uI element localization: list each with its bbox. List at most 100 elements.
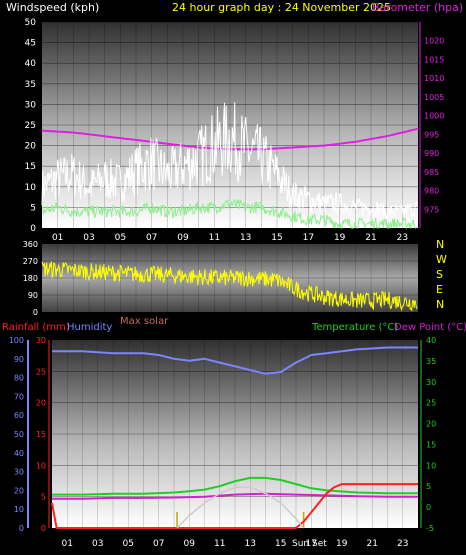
humidity-tick-label: 100 [9, 336, 24, 345]
wind-gust-line [41, 102, 418, 221]
hour-tick-label: 13 [245, 539, 256, 549]
hour-tick-label: 11 [209, 233, 220, 243]
temperature-tick-label: 25 [426, 399, 436, 408]
hour-tick-label: 19 [334, 233, 346, 243]
solar-line [176, 486, 305, 529]
barometer-tick-label: 1000 [424, 112, 444, 121]
humidity-tick-label: 10 [14, 505, 24, 514]
hour-tick-label: 01 [52, 233, 63, 243]
humidity-tick-label: 90 [14, 355, 24, 364]
direction-tick-label: 180 [23, 274, 38, 283]
hour-tick-label: 17 [306, 539, 317, 549]
temperature-tick-label: 0 [426, 503, 431, 512]
hour-tick-label: 09 [184, 539, 196, 549]
direction-tick-label: 90 [28, 291, 38, 300]
humidity-line [52, 346, 418, 375]
wind-direction-line [41, 261, 418, 312]
rainfall-tick-label: 25 [36, 367, 46, 376]
windspeed-tick-label: 30 [25, 100, 37, 110]
temperature-tick-label: 10 [426, 461, 436, 470]
windspeed-tick-label: 15 [25, 162, 36, 172]
wind-average-line [41, 198, 418, 230]
windspeed-axis-label: Windspeed (kph) [6, 1, 99, 14]
barometer-axis-label: Barometer (hpa) [372, 1, 463, 14]
temperature-line [52, 476, 418, 496]
windspeed-tick-label: 50 [25, 18, 37, 28]
humidity-tick-label: 60 [14, 411, 24, 420]
barometer-tick-label: 990 [424, 149, 439, 158]
barometer-tick-label: 980 [424, 187, 439, 196]
rainfall-tick-label: 15 [36, 430, 46, 439]
barometer-tick-label: 1010 [424, 74, 444, 83]
hour-tick-label: 11 [214, 539, 225, 549]
hour-tick-label: 03 [83, 233, 94, 243]
graph-title: 24 hour graph day : 24 November 2025 [172, 1, 391, 14]
hour-tick-label: 17 [303, 233, 314, 243]
windspeed-tick-label: 45 [25, 39, 36, 49]
humidity-tick-label: 40 [14, 449, 24, 458]
hour-tick-label: 05 [115, 233, 126, 243]
barometer-tick-label: 1005 [424, 93, 444, 102]
direction-tick-label: 270 [23, 257, 38, 266]
temperature-tick-label: 40 [426, 336, 436, 345]
temperature-tick-label: -5 [426, 524, 434, 533]
hour-tick-label: 07 [153, 539, 164, 549]
humidity-tick-label: 0 [19, 524, 24, 533]
hour-tick-label: 21 [367, 539, 378, 549]
temperature-tick-label: 5 [426, 482, 431, 491]
windspeed-tick-label: 0 [30, 224, 36, 234]
humidity-tick-label: 20 [14, 486, 24, 495]
windspeed-tick-label: 20 [25, 142, 37, 152]
barometer-tick-label: 975 [424, 205, 439, 214]
rainfall-line [51, 483, 418, 529]
direction-tick-label: 0 [33, 308, 38, 317]
compass-label: E [436, 283, 443, 296]
humidity-tick-label: 80 [14, 374, 24, 383]
rainfall-tick-label: 20 [36, 399, 46, 408]
hour-tick-label: 15 [275, 539, 286, 549]
barometer-tick-label: 1020 [424, 37, 444, 46]
rainfall-tick-label: 30 [36, 336, 46, 345]
windspeed-tick-label: 40 [25, 59, 37, 69]
hour-tick-label: 19 [336, 539, 348, 549]
hour-tick-label: 21 [365, 233, 376, 243]
rainfall-tick-label: 5 [41, 493, 46, 502]
windspeed-tick-label: 35 [25, 80, 36, 90]
dewpoint-axis-label: Dew Point (°C) [394, 322, 466, 333]
hour-tick-label: 13 [240, 233, 251, 243]
windspeed-tick-label: 10 [25, 183, 37, 193]
humidity-tick-label: 30 [14, 468, 24, 477]
temperature-tick-label: 35 [426, 357, 436, 366]
compass-label: W [436, 253, 447, 266]
temperature-axis-label: Temperature (°C) [311, 322, 398, 333]
humidity-axis-label: Humidity [67, 322, 112, 333]
hour-tick-label: 07 [146, 233, 157, 243]
barometer-tick-label: 985 [424, 168, 439, 177]
hour-tick-label: 01 [62, 539, 73, 549]
hour-tick-label: 09 [177, 233, 189, 243]
temperature-tick-label: 20 [426, 420, 436, 429]
hour-tick-label: 15 [271, 233, 282, 243]
barometer-tick-label: 1015 [424, 55, 444, 64]
humidity-tick-label: 50 [14, 430, 24, 439]
hour-tick-label: 23 [397, 233, 408, 243]
rainfall-tick-label: 0 [41, 524, 46, 533]
barometer-tick-label: 995 [424, 130, 439, 139]
rainfall-tick-label: 10 [36, 461, 46, 470]
temperature-tick-label: 15 [426, 440, 436, 449]
compass-label: N [436, 298, 444, 311]
compass-label: N [436, 238, 444, 251]
humidity-tick-label: 70 [14, 392, 24, 401]
sunset-label: Sun Set [292, 539, 327, 549]
temperature-tick-label: 30 [426, 378, 436, 387]
max-solar-label: Max solar [120, 316, 169, 327]
compass-label: S [436, 268, 443, 281]
direction-tick-label: 360 [23, 240, 38, 249]
hour-tick-label: 23 [397, 539, 408, 549]
hour-tick-label: 05 [123, 539, 134, 549]
windspeed-tick-label: 25 [25, 121, 36, 131]
hour-tick-label: 03 [92, 539, 103, 549]
rainfall-axis-label: Rainfall (mm) [2, 322, 70, 333]
dewpoint-line [52, 492, 418, 500]
